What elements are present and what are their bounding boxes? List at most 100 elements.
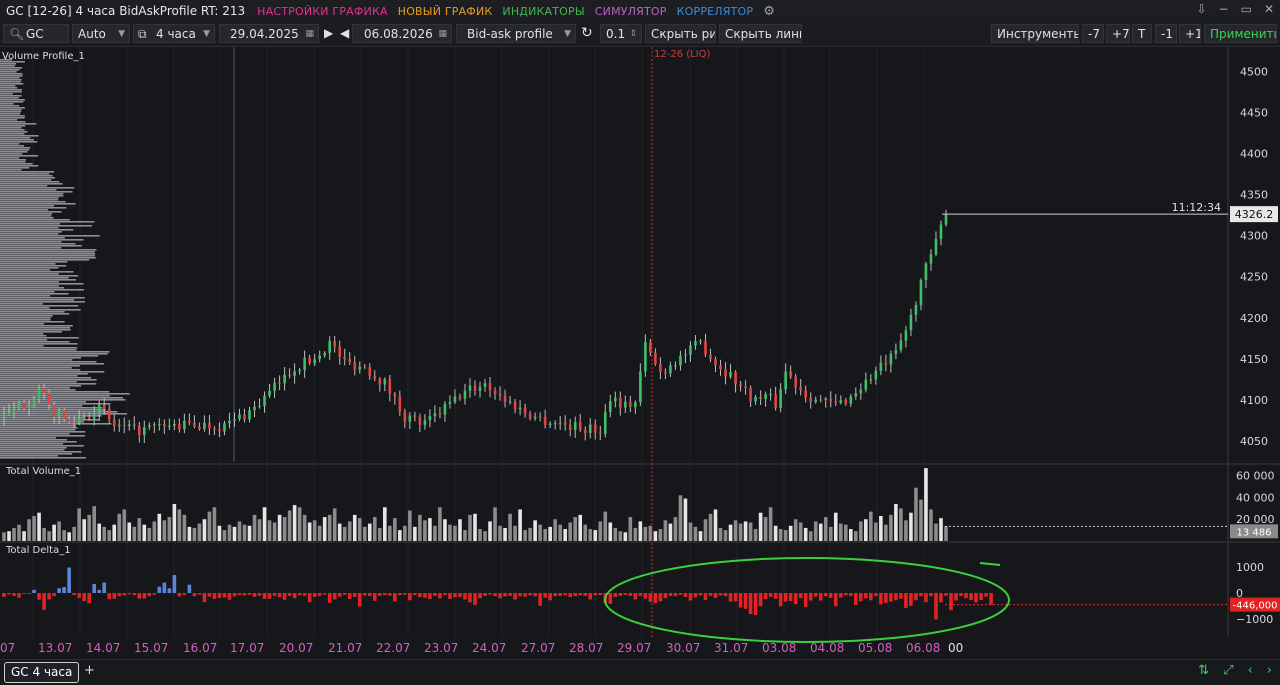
- candle-body: [879, 362, 883, 371]
- menu-new-chart[interactable]: НОВЫЙ ГРАФИК: [397, 4, 493, 18]
- minus1-button[interactable]: -1: [1155, 24, 1177, 43]
- candle-body: [694, 340, 697, 346]
- gear-icon[interactable]: ⚙: [763, 3, 775, 19]
- candle-body: [343, 356, 347, 359]
- volume-bar: [558, 524, 562, 541]
- profile-bar: [0, 229, 74, 231]
- apply-button[interactable]: Применить: [1204, 24, 1277, 43]
- chart-type-select[interactable]: Bid-ask profile ▼: [456, 24, 576, 43]
- candle-body: [819, 399, 823, 401]
- step-stepper[interactable]: 0.1 ⇕: [600, 24, 642, 43]
- chart-svg[interactable]: 12-26 (LIQ) Volume Profile_1 Total Volum…: [0, 47, 1280, 659]
- minus7-button[interactable]: -7: [1082, 24, 1104, 43]
- volume-bar: [758, 512, 763, 541]
- hide-drawings-button[interactable]: Скрыть рис.: [645, 24, 716, 43]
- candle-body: [834, 401, 838, 403]
- hide-lines-button[interactable]: Скрыть линии: [719, 24, 802, 43]
- delta-bar: [628, 593, 633, 596]
- scale-select[interactable]: Auto ▼: [72, 24, 130, 43]
- add-tab-button[interactable]: +: [84, 663, 95, 678]
- volume-tick-label: 20 000: [1236, 513, 1275, 526]
- profile-bar: [0, 247, 62, 249]
- profile-bar: [0, 243, 76, 245]
- volume-bar: [448, 524, 452, 541]
- profile-bar: [0, 383, 97, 385]
- volume-bar: [528, 527, 532, 541]
- volume-bar: [803, 527, 808, 541]
- delta-bar: [478, 593, 482, 599]
- candle-body: [543, 416, 547, 426]
- profile-bar: [0, 303, 43, 305]
- date-from-input[interactable]: 29.04.2025 ▦: [219, 24, 319, 43]
- menu-simulator[interactable]: СИМУЛЯТОР: [594, 4, 667, 18]
- t-button[interactable]: T: [1132, 24, 1152, 43]
- date-to-input[interactable]: 06.08.2026 ▦: [352, 24, 452, 43]
- candle-body: [2, 414, 6, 418]
- price-tick-label: 4250: [1240, 271, 1268, 284]
- sort-icon[interactable]: ⇅: [1198, 663, 1210, 678]
- instruments-button[interactable]: Инструменты: [991, 24, 1079, 43]
- profile-bar: [0, 277, 69, 279]
- chart-area[interactable]: 12-26 (LIQ) Volume Profile_1 Total Volum…: [0, 47, 1280, 659]
- delta-bar: [508, 593, 512, 596]
- calendar-icon: ▦: [438, 29, 447, 39]
- maximize-icon[interactable]: ▭: [1240, 2, 1252, 16]
- delta-bar: [433, 593, 437, 596]
- candle-body: [679, 355, 682, 366]
- volume-bar: [42, 527, 46, 541]
- pin-icon[interactable]: ⇩: [1196, 2, 1207, 16]
- volume-bar: [67, 532, 71, 541]
- volume-bar: [583, 524, 588, 541]
- profile-bar: [0, 227, 59, 229]
- menu-correlator[interactable]: КОРРЕЛЯТОР: [676, 4, 754, 18]
- menu-chart-settings[interactable]: НАСТРОЙКИ ГРАФИКА: [257, 4, 388, 18]
- current-delta-label: -446,000: [1233, 601, 1278, 612]
- chevron-left-icon[interactable]: ‹: [1247, 663, 1253, 678]
- profile-bar: [0, 323, 45, 325]
- timeframe-select[interactable]: ⧉ 4 часа ▼: [133, 24, 215, 43]
- candle-body: [318, 355, 321, 360]
- play-forward-icon[interactable]: ▶: [324, 26, 334, 40]
- close-icon[interactable]: ✕: [1263, 2, 1274, 16]
- delta-bar: [683, 593, 688, 597]
- profile-bar: [0, 107, 25, 109]
- delta-bar: [47, 593, 51, 600]
- play-back-icon[interactable]: ◀: [340, 26, 350, 40]
- chevron-right-icon[interactable]: ›: [1266, 663, 1272, 678]
- volume-bar: [187, 526, 192, 541]
- profile-bar: [0, 405, 83, 407]
- volume-bar: [573, 517, 578, 541]
- minimize-icon[interactable]: −: [1218, 2, 1229, 16]
- chart-tab[interactable]: GC 4 часа: [4, 662, 80, 683]
- delta-bar: [312, 593, 317, 597]
- profile-bar: [0, 159, 26, 161]
- candle-body: [57, 410, 61, 417]
- profile-bar: [0, 433, 70, 435]
- candle-body: [383, 379, 387, 385]
- delta-bar: [783, 593, 788, 602]
- profile-bar: [0, 421, 85, 423]
- candle-body: [904, 330, 908, 341]
- candle-body: [117, 424, 121, 427]
- volume-bar: [909, 512, 913, 541]
- candle-body: [278, 382, 281, 384]
- profile-bar: [0, 335, 47, 337]
- delta-bar: [563, 593, 567, 596]
- plus7-button[interactable]: +7: [1106, 24, 1130, 43]
- refresh-icon[interactable]: ↻: [581, 25, 593, 41]
- price-tick-label: 4450: [1240, 106, 1268, 119]
- volume-bar: [593, 530, 598, 541]
- menu-indicators[interactable]: ИНДИКАТОРЫ: [502, 4, 585, 18]
- expand-icon[interactable]: ⤢: [1223, 663, 1234, 678]
- delta-bar: [37, 593, 41, 600]
- profile-bar: [0, 305, 78, 307]
- delta-bar: [869, 593, 873, 601]
- symbol-input[interactable]: 🔍︎ GC: [3, 24, 69, 43]
- plus1-button[interactable]: +1: [1179, 24, 1201, 43]
- candle-body: [223, 423, 226, 432]
- candle-body: [303, 357, 306, 371]
- profile-bar: [0, 197, 59, 199]
- candle-body: [238, 414, 241, 420]
- delta-bar: [793, 593, 798, 605]
- delta-bar: [408, 593, 412, 601]
